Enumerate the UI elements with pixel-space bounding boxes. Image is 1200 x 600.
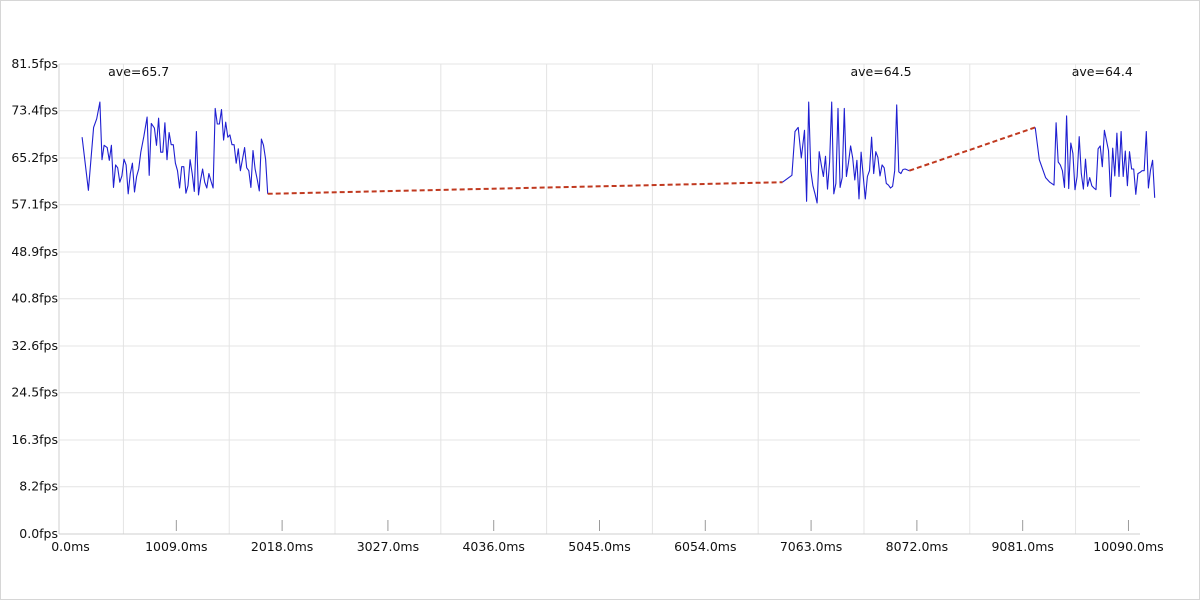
y-tick-label: 81.5fps: [11, 56, 58, 71]
average-annotation: ave=64.5: [850, 64, 911, 79]
y-tick-label: 48.9fps: [11, 244, 58, 259]
y-tick-label: 40.8fps: [11, 291, 58, 306]
x-tick-label: 1009.0ms: [145, 539, 207, 554]
x-tick-label: 8072.0ms: [886, 539, 948, 554]
x-tick-label: 4036.0ms: [462, 539, 524, 554]
y-tick-label: 65.2fps: [11, 150, 58, 165]
x-tick-label: 3027.0ms: [357, 539, 419, 554]
y-tick-label: 57.1fps: [11, 197, 58, 212]
grid: [59, 63, 1140, 535]
x-tick-label: 5045.0ms: [568, 539, 630, 554]
axes: [58, 64, 1140, 535]
fps-line-segment-4: [1034, 115, 1156, 198]
x-tick-label: 2018.0ms: [251, 539, 313, 554]
x-tick-label: 7063.0ms: [780, 539, 842, 554]
average-annotation: ave=64.4: [1072, 64, 1133, 79]
tick-labels: 0.0fps 8.2fps 16.3fps 24.5fps 32.6fps 40.8fps…: [11, 56, 1163, 554]
x-tick-label: 0.0ms: [51, 539, 90, 554]
y-tick-label: 24.5fps: [11, 385, 58, 400]
y-tick-label: 0.0fps: [19, 526, 58, 541]
y-tick-label: 32.6fps: [11, 338, 58, 353]
annotations: ave=65.7 ave=64.5 ave=64.4: [108, 64, 1133, 79]
y-tick-label: 16.3fps: [11, 432, 58, 447]
series-lines: [81, 101, 1156, 204]
gap-dashed-line-3: [908, 126, 1036, 172]
gap-dashed-line-1: [267, 181, 783, 195]
y-tick-label: 8.2fps: [19, 479, 58, 494]
x-tick-label: 6054.0ms: [674, 539, 736, 554]
fps-line-segment-0: [81, 101, 269, 196]
average-annotation: ave=65.7: [108, 64, 169, 79]
x-tick-label: 10090.0ms: [1093, 539, 1163, 554]
fps-line-segment-2: [782, 101, 910, 204]
x-tick-label: 9081.0ms: [991, 539, 1053, 554]
y-tick-label: 73.4fps: [11, 103, 58, 118]
